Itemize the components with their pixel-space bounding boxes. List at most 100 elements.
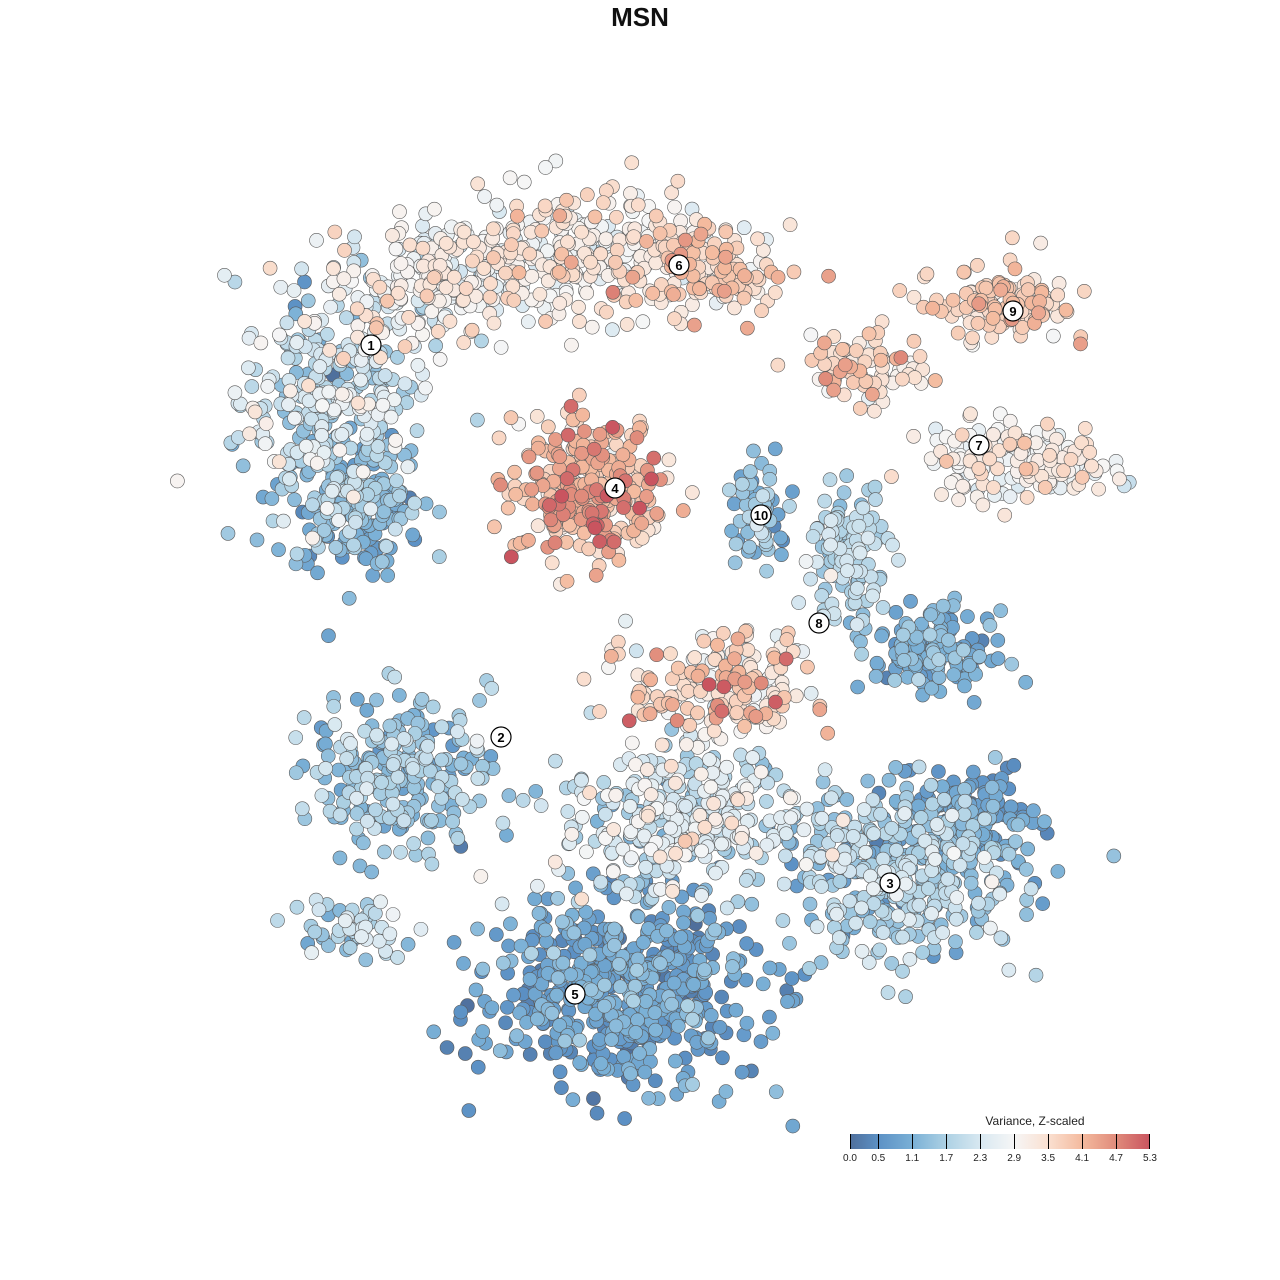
- data-point: [911, 672, 926, 687]
- data-point: [560, 427, 576, 443]
- data-point: [946, 846, 962, 861]
- data-point: [334, 427, 350, 442]
- data-point: [409, 423, 425, 438]
- data-point: [636, 828, 652, 844]
- data-point: [374, 775, 389, 790]
- cluster-label-circle: [604, 477, 626, 499]
- data-point: [643, 672, 658, 688]
- data-point: [740, 320, 755, 336]
- data-point: [373, 894, 388, 910]
- data-point: [374, 554, 390, 570]
- data-point: [872, 942, 887, 958]
- data-point: [311, 902, 327, 918]
- data-point: [615, 447, 631, 463]
- data-point: [759, 794, 774, 809]
- data-point: [592, 534, 607, 549]
- data-point: [661, 452, 677, 468]
- cluster-label-3: 3: [879, 872, 901, 894]
- data-point: [849, 581, 865, 596]
- data-point: [860, 773, 876, 789]
- data-point: [782, 498, 797, 514]
- data-point: [611, 956, 627, 972]
- data-point: [679, 737, 694, 752]
- data-point: [289, 899, 305, 915]
- data-point: [630, 909, 646, 925]
- data-point: [865, 588, 880, 604]
- data-point: [587, 209, 603, 225]
- data-point: [717, 283, 732, 299]
- data-point: [986, 427, 1001, 442]
- data-point: [384, 736, 400, 752]
- data-point: [506, 987, 521, 1003]
- data-point: [743, 464, 758, 479]
- data-point: [327, 224, 343, 240]
- data-point: [823, 537, 838, 553]
- data-point: [732, 919, 747, 934]
- data-point: [383, 409, 399, 425]
- data-point: [288, 730, 303, 745]
- data-point: [453, 756, 469, 772]
- data-point: [884, 469, 899, 484]
- data-point: [574, 224, 589, 240]
- data-point: [896, 652, 912, 668]
- data-point: [392, 688, 407, 703]
- data-point: [438, 280, 454, 295]
- data-point: [668, 1053, 683, 1069]
- data-point: [1026, 803, 1041, 819]
- data-point: [736, 220, 752, 235]
- data-point: [332, 807, 348, 823]
- data-point: [369, 727, 384, 743]
- data-point: [616, 500, 631, 515]
- data-point: [849, 343, 864, 358]
- data-point: [353, 372, 368, 388]
- data-point: [420, 830, 436, 846]
- data-point: [298, 439, 314, 454]
- data-point: [971, 296, 987, 311]
- data-point: [927, 851, 943, 867]
- data-point: [667, 311, 682, 327]
- data-point: [271, 454, 287, 470]
- data-point: [670, 660, 686, 676]
- data-point: [552, 449, 568, 464]
- data-point: [824, 790, 839, 806]
- data-point: [945, 292, 961, 308]
- data-point: [670, 173, 686, 189]
- data-point: [316, 523, 332, 538]
- data-point: [552, 1064, 568, 1080]
- data-point: [632, 500, 647, 516]
- data-point: [946, 667, 962, 683]
- data-point: [276, 513, 291, 529]
- data-point: [554, 488, 570, 504]
- data-point: [1020, 841, 1035, 857]
- data-point: [624, 155, 640, 171]
- data-point: [305, 497, 320, 513]
- data-point: [584, 319, 600, 335]
- data-point: [1001, 846, 1017, 862]
- data-point: [849, 617, 865, 633]
- data-point: [415, 240, 431, 256]
- data-point: [906, 428, 921, 444]
- data-point: [549, 987, 565, 1003]
- data-point: [564, 826, 580, 842]
- data-point: [427, 201, 442, 217]
- data-point: [352, 858, 368, 874]
- data-point: [390, 950, 405, 965]
- data-point: [583, 982, 599, 998]
- data-point: [382, 926, 398, 942]
- data-point: [550, 970, 566, 986]
- data-point: [903, 594, 918, 609]
- data-point: [576, 671, 592, 687]
- data-point: [1002, 489, 1018, 504]
- data-point: [312, 359, 328, 374]
- data-point: [829, 906, 844, 922]
- data-point: [369, 692, 384, 708]
- data-point: [626, 993, 641, 1009]
- data-point: [445, 814, 460, 829]
- data-point: [332, 286, 347, 302]
- data-point: [258, 416, 274, 431]
- data-point: [457, 1046, 473, 1061]
- data-point: [823, 568, 839, 583]
- data-point: [405, 761, 421, 776]
- data-point: [855, 500, 871, 516]
- data-point: [319, 501, 335, 516]
